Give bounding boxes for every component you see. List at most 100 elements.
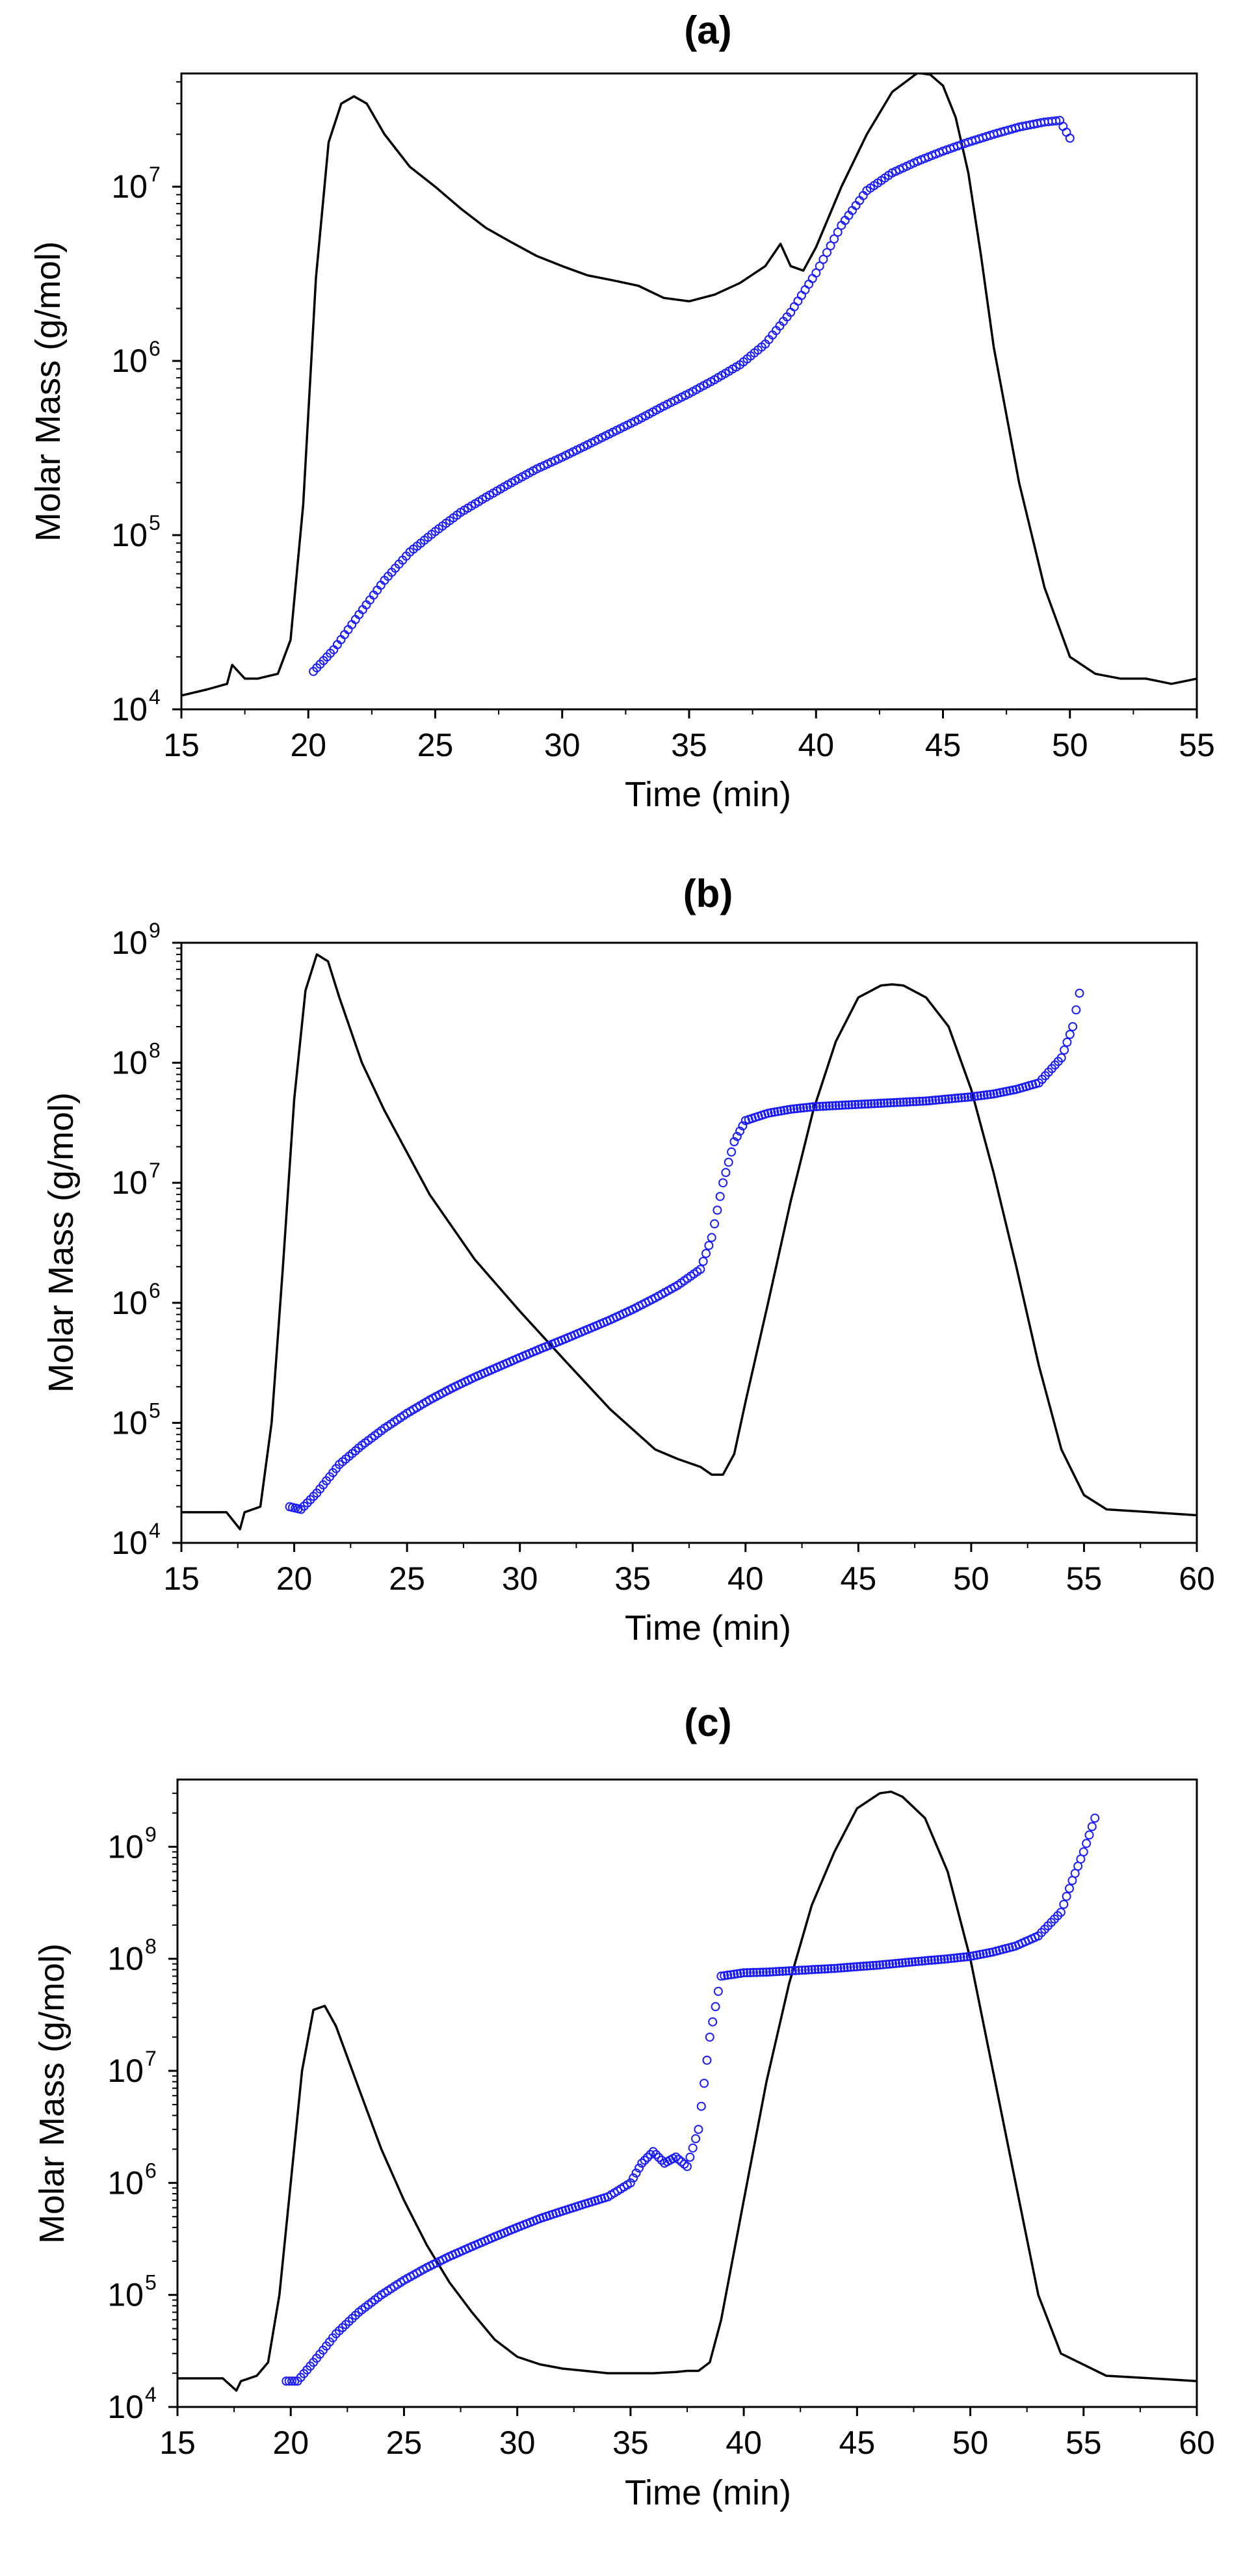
panel-b-ytick-label: 10 bbox=[111, 1525, 148, 1561]
panel-c-molar-mass-point bbox=[1056, 1908, 1066, 1917]
panel-b-xtick-label: 50 bbox=[953, 1560, 989, 1597]
panel-a-xtick-label: 20 bbox=[290, 727, 326, 763]
panel-a-ytick-exponent: 6 bbox=[149, 337, 161, 360]
panel-c-molar-mass-point bbox=[1087, 1822, 1097, 1832]
panel-a-ytick-label: 10 bbox=[111, 343, 148, 379]
panel-c-molar-mass-point bbox=[839, 1963, 849, 1973]
panel-c-molar-mass-point bbox=[1062, 1891, 1071, 1901]
panel-b-xtick-label: 30 bbox=[502, 1560, 538, 1597]
panel-c-molar-mass-point bbox=[817, 1964, 826, 1974]
panel-c-molar-mass-point bbox=[759, 1967, 768, 1977]
panel-c-ytick-label: 10 bbox=[107, 2277, 144, 2313]
panel-c-molar-mass-point bbox=[952, 1953, 962, 1963]
panel-b-molar-mass-point bbox=[1056, 1053, 1066, 1062]
panel-c-molar-mass-point bbox=[651, 2149, 661, 2159]
panel-b-molar-mass-point bbox=[960, 1092, 969, 1102]
panel-b-molar-mass-point bbox=[883, 1098, 892, 1108]
panel-b-xtick-label: 25 bbox=[389, 1560, 425, 1597]
panel-c-molar-mass-point bbox=[939, 1954, 949, 1964]
panel-c-molar-mass-point bbox=[872, 1960, 882, 1970]
panel-b-molar-mass-point bbox=[831, 1101, 841, 1111]
panel-c-molar-mass-point bbox=[959, 1952, 969, 1962]
panel-c-molar-mass-point bbox=[705, 2032, 714, 2042]
panel-c-ytick-exponent: 9 bbox=[145, 1822, 157, 1846]
panel-c-molar-mass-point bbox=[1065, 1884, 1074, 1893]
panel-b-molar-mass-point bbox=[847, 1100, 857, 1110]
panel-c-molar-mass-point bbox=[888, 1959, 898, 1969]
panel-c-molar-mass-point bbox=[1059, 1900, 1069, 1909]
panel-a-ytick-label: 10 bbox=[111, 517, 148, 553]
panel-c-molar-mass-point bbox=[1079, 1847, 1088, 1857]
panel-c-molar-mass-point bbox=[648, 2147, 658, 2157]
panel-b-ytick-exponent: 9 bbox=[149, 919, 161, 942]
plot-b-frame bbox=[180, 941, 1198, 1544]
panel-a-molar-mass-point bbox=[830, 234, 839, 244]
panel-b-molar-mass-point bbox=[973, 1091, 982, 1101]
panel-b-molar-mass-point bbox=[1068, 1022, 1078, 1031]
panel-c-molar-mass-point bbox=[683, 2162, 692, 2172]
panel-c-molar-mass-point bbox=[625, 2178, 635, 2188]
panel-a-molar-mass-point bbox=[833, 228, 843, 237]
panel-c-xtick-label: 60 bbox=[1179, 2425, 1215, 2461]
panel-b-ytick-label: 10 bbox=[111, 1045, 148, 1081]
panel-c-molar-mass-point bbox=[696, 2101, 706, 2111]
panel-c-molar-mass-point bbox=[1082, 1839, 1092, 1848]
panel-b-molar-mass-point bbox=[854, 1099, 863, 1109]
panel-c-ytick-label: 10 bbox=[107, 2389, 144, 2425]
panel-b-molar-mass-point bbox=[721, 1168, 731, 1177]
panel-b-molar-mass-point bbox=[1062, 1038, 1072, 1047]
panel-b-xtick-label: 55 bbox=[1066, 1560, 1103, 1597]
panel-b-molar-mass-point bbox=[898, 1097, 908, 1107]
panel-c-molar-mass-point bbox=[933, 1955, 943, 1964]
panel-c-molar-mass-point bbox=[875, 1960, 885, 1970]
plot-c-data bbox=[177, 1790, 1197, 2392]
panel-c-molar-mass-point bbox=[846, 1962, 856, 1972]
panel-b-molar-mass-point bbox=[860, 1099, 870, 1109]
panel-a-xtick-label: 45 bbox=[925, 727, 962, 763]
panel-b-molar-mass-point bbox=[957, 1093, 966, 1103]
panel-c-molar-mass-point bbox=[936, 1954, 946, 1964]
panel-b-molar-mass-point bbox=[873, 1099, 883, 1109]
panel-c-molar-mass-point bbox=[898, 1958, 907, 1967]
panel-c-molar-mass-point bbox=[739, 1968, 749, 1978]
panel-c-molar-mass-point bbox=[965, 1952, 975, 1962]
panel-c-molar-mass-point bbox=[982, 1949, 991, 1958]
panel-a-ytick-exponent: 4 bbox=[149, 685, 161, 709]
panel-c-xtick-label: 50 bbox=[952, 2425, 989, 2461]
panel-b-molar-mass-point bbox=[763, 1109, 773, 1118]
panel-c-molar-mass-point bbox=[685, 2152, 695, 2162]
panel-b-ytick-exponent: 6 bbox=[149, 1279, 161, 1302]
panel-b-xtick-label: 45 bbox=[841, 1560, 877, 1597]
panel-c-molar-mass-point bbox=[711, 2002, 720, 2012]
panel-c-molar-mass-point bbox=[949, 1953, 959, 1963]
panel-c-molar-mass-point bbox=[284, 2376, 294, 2386]
panel-b-molar-mass-point bbox=[783, 1105, 792, 1114]
panel-b-molar-mass-point bbox=[704, 1241, 714, 1250]
panel-a-xtick-label: 50 bbox=[1052, 727, 1088, 763]
panel-a-molar-mass-point bbox=[1065, 133, 1075, 143]
panel-b-molar-mass-point bbox=[834, 1101, 844, 1111]
panel-c-ytick-exponent: 8 bbox=[145, 1935, 157, 1958]
panel-b-molar-mass-point bbox=[969, 1092, 979, 1101]
panel-c-molar-mass-point bbox=[978, 1949, 988, 1959]
panel-a-xlabel: Time (min) bbox=[625, 775, 791, 814]
panel-a-molar-mass-point bbox=[822, 248, 831, 257]
panel-c-molar-mass-point bbox=[943, 1954, 952, 1964]
panel-c-molar-mass-point bbox=[723, 1970, 733, 1980]
panel-b-molar-mass-point bbox=[776, 1106, 786, 1116]
panel-c-molar-mass-point bbox=[917, 1956, 926, 1966]
panel-c-molar-mass-point bbox=[813, 1964, 823, 1974]
panel-c-molar-mass-point bbox=[826, 1964, 836, 1973]
panel-c-xtick-label: 35 bbox=[612, 2425, 649, 2461]
panel-b-molar-mass-point bbox=[727, 1147, 737, 1157]
panel-c-ytick-label: 10 bbox=[107, 2053, 144, 2089]
panel-b-molar-mass-point bbox=[995, 1088, 1005, 1097]
panel-b-molar-mass-point bbox=[786, 1105, 796, 1114]
panel-c-ytick-exponent: 6 bbox=[145, 2159, 157, 2182]
panel-c-molar-mass-point bbox=[852, 1962, 862, 1971]
panel-c-xtick-label: 40 bbox=[726, 2425, 762, 2461]
panel-c-molar-mass-point bbox=[830, 1964, 839, 1973]
panel-c-molar-mass-point bbox=[781, 1966, 791, 1976]
panel-c-molar-mass-point bbox=[910, 1957, 920, 1967]
